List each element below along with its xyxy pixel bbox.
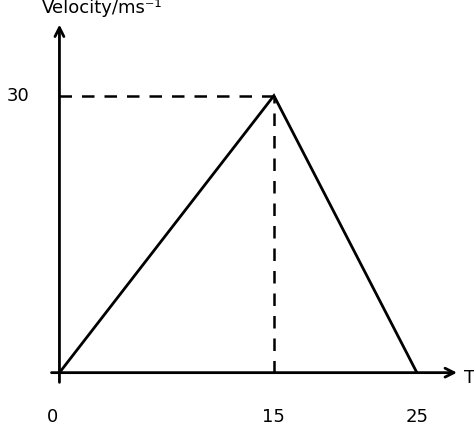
Text: 0: 0: [46, 408, 58, 426]
Text: Time/s: Time/s: [464, 368, 474, 386]
Text: 25: 25: [405, 408, 428, 426]
Text: 30: 30: [6, 87, 29, 105]
Text: 15: 15: [263, 408, 285, 426]
Text: Velocity/ms⁻¹: Velocity/ms⁻¹: [42, 0, 162, 17]
